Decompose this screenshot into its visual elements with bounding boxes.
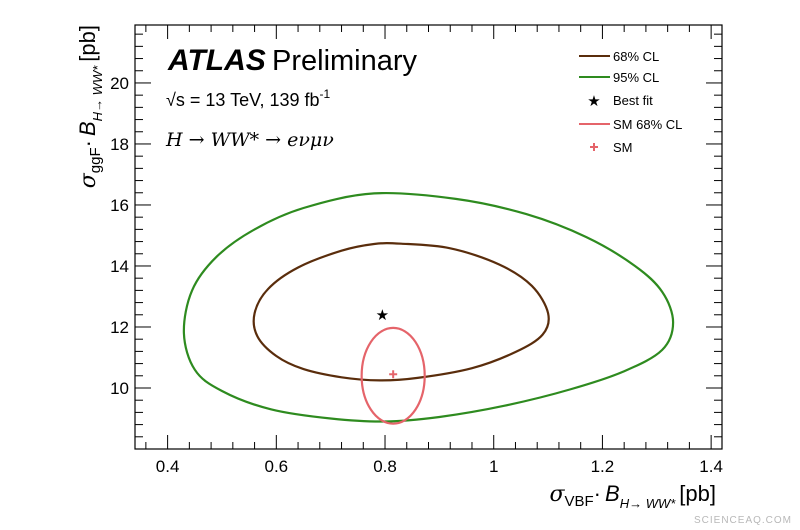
legend-95cl-label: 95% CL xyxy=(613,70,659,85)
legend-sm-label: SM xyxy=(613,140,633,155)
watermark: SCIENCEAQ.COM xyxy=(693,515,792,526)
lumi-exponent: -1 xyxy=(320,87,331,101)
y-tick-label: 18 xyxy=(110,135,129,154)
energy-lumi-text: √s = 13 TeV, 139 fb xyxy=(166,90,320,110)
process-label: H → WW* → eνμν xyxy=(165,129,334,151)
y-axis-b-sub: H→ WW* xyxy=(90,65,105,122)
legend-bestfit-star: ★ xyxy=(587,93,600,110)
y-tick-label: 20 xyxy=(110,74,129,93)
x-tick-label: 1 xyxy=(489,457,498,476)
contour-68-cl xyxy=(252,242,550,382)
best-fit-star: ★ xyxy=(376,307,389,324)
x-axis-unit: [pb] xyxy=(679,481,716,506)
axis-ticks: 0.4 0.6 0.8 1 1.2 1.4 10 12 14 16 18 20 xyxy=(110,25,723,476)
marker-layer: ★ xyxy=(376,307,398,379)
energy-lumi-label: √s = 13 TeV, 139 fb-1 xyxy=(166,87,331,110)
y-tick-label: 14 xyxy=(110,257,129,276)
contour-sm-68cl xyxy=(360,326,426,425)
legend-sm68-label: SM 68% CL xyxy=(613,117,682,132)
plot-frame xyxy=(134,24,723,450)
y-axis-dot: · xyxy=(75,140,100,147)
x-axis-b-sub: H→ WW* xyxy=(620,496,677,511)
y-tick-label: 10 xyxy=(110,379,129,398)
y-axis-title: σggF· BH→ WW* [pb] xyxy=(75,25,105,188)
x-axis-b: B xyxy=(605,481,620,506)
x-tick-label: 0.8 xyxy=(373,457,397,476)
sm-point-cross xyxy=(389,370,398,379)
contour-layer xyxy=(182,191,675,425)
contour-95-cl xyxy=(182,191,675,423)
status-label: Preliminary xyxy=(272,45,418,77)
x-axis-title: σVBF· BH→ WW* [pb] xyxy=(549,481,716,511)
y-axis-sigma: σ xyxy=(76,172,101,188)
y-axis-sigma-sub: ggF xyxy=(87,147,104,173)
legend-68cl-label: 68% CL xyxy=(613,49,659,64)
x-axis-sigma: σ xyxy=(549,482,565,507)
y-tick-label: 12 xyxy=(110,318,129,337)
x-tick-label: 0.4 xyxy=(156,457,180,476)
x-axis-sigma-sub: VBF xyxy=(564,493,593,510)
legend-bestfit-label: Best fit xyxy=(613,93,653,108)
x-tick-label: 1.2 xyxy=(591,457,615,476)
y-axis-unit: [pb] xyxy=(75,25,100,62)
legend: 68% CL 95% CL ★ Best fit SM 68% CL SM xyxy=(579,49,682,155)
legend-sm-cross xyxy=(590,143,598,151)
x-tick-label: 0.6 xyxy=(264,457,288,476)
y-axis-b: B xyxy=(75,121,100,136)
x-axis-dot: · xyxy=(594,481,601,506)
y-tick-label: 16 xyxy=(110,196,129,215)
x-tick-label: 1.4 xyxy=(699,457,723,476)
experiment-label: ATLAS xyxy=(167,44,266,77)
